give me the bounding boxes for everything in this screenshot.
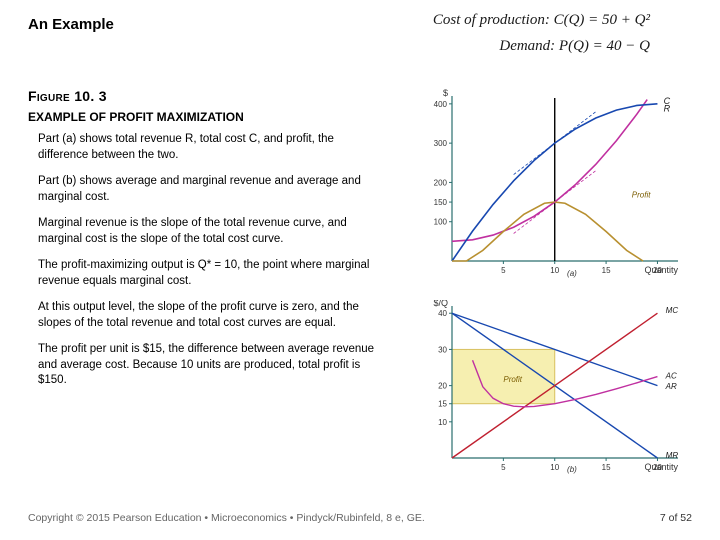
- svg-text:Quantity: Quantity: [644, 462, 678, 472]
- svg-text:40: 40: [438, 309, 447, 318]
- svg-text:AR: AR: [665, 382, 677, 391]
- svg-text:(b): (b): [567, 465, 577, 474]
- footer: Copyright © 2015 Pearson Education • Mic…: [28, 512, 692, 524]
- chart-b: 51015201015203040$/QQuantityMCACARMRProf…: [418, 300, 688, 480]
- svg-text:300: 300: [434, 139, 448, 148]
- page-number: 7 of 52: [660, 512, 692, 524]
- slide-title: An Example: [28, 16, 114, 33]
- body-text: Part (a) shows total revenue R, total co…: [28, 132, 378, 389]
- svg-text:$/Q: $/Q: [433, 300, 448, 308]
- svg-text:20: 20: [438, 382, 447, 391]
- svg-text:MR: MR: [666, 451, 679, 460]
- svg-text:$: $: [443, 88, 448, 98]
- svg-text:10: 10: [438, 418, 447, 427]
- svg-text:Quantity: Quantity: [644, 265, 678, 275]
- svg-text:15: 15: [602, 463, 611, 472]
- svg-text:10: 10: [550, 266, 559, 275]
- svg-text:5: 5: [501, 463, 506, 472]
- cost-equation: Cost of production: C(Q) = 50 + Q²: [433, 8, 650, 32]
- svg-text:15: 15: [438, 400, 447, 409]
- paragraph: At this output level, the slope of the p…: [28, 300, 378, 331]
- svg-text:200: 200: [434, 178, 448, 187]
- equations: Cost of production: C(Q) = 50 + Q² Deman…: [433, 8, 650, 58]
- svg-text:150: 150: [434, 198, 448, 207]
- svg-text:MC: MC: [666, 306, 679, 315]
- svg-text:(a): (a): [567, 269, 577, 278]
- chart-a: 5101520100150200300400$QuantityCRProfit(…: [418, 88, 688, 283]
- svg-text:5: 5: [501, 266, 506, 275]
- paragraph: Part (b) shows average and marginal reve…: [28, 174, 378, 205]
- svg-text:R: R: [664, 104, 671, 114]
- svg-text:30: 30: [438, 345, 447, 354]
- copyright: Copyright © 2015 Pearson Education • Mic…: [28, 512, 425, 524]
- paragraph: The profit-maximizing output is Q* = 10,…: [28, 258, 378, 289]
- svg-text:Profit: Profit: [503, 375, 522, 384]
- svg-text:400: 400: [434, 100, 448, 109]
- paragraph: Part (a) shows total revenue R, total co…: [28, 132, 378, 163]
- demand-equation: Demand: P(Q) = 40 − Q: [433, 34, 650, 58]
- svg-text:100: 100: [434, 218, 448, 227]
- paragraph: Marginal revenue is the slope of the tot…: [28, 216, 378, 247]
- svg-text:AC: AC: [665, 371, 677, 380]
- svg-text:10: 10: [550, 463, 559, 472]
- svg-text:15: 15: [602, 266, 611, 275]
- paragraph: The profit per unit is $15, the differen…: [28, 342, 378, 389]
- svg-text:Profit: Profit: [632, 190, 651, 199]
